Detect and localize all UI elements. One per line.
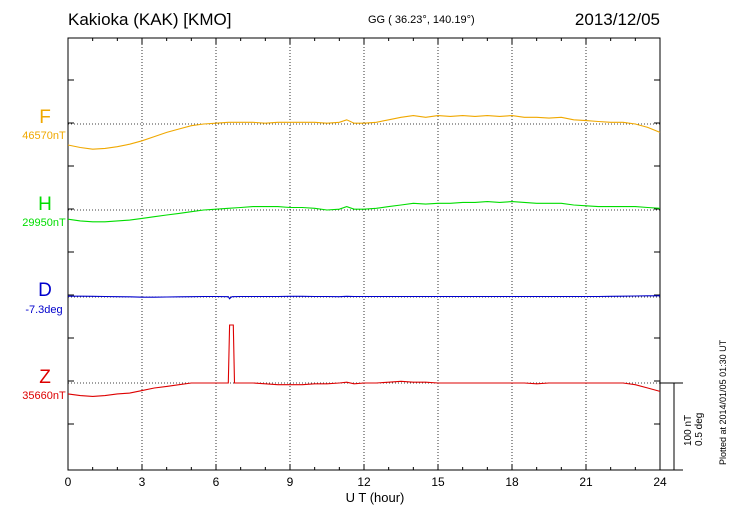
station-coordinates: GG ( 36.23°, 140.19°) <box>368 14 475 26</box>
series-line-h <box>67 201 661 223</box>
x-tick-label-0: 0 <box>65 475 72 489</box>
x-tick-label-12: 12 <box>357 475 371 489</box>
scale-deg-label: 0.5 deg <box>694 412 705 446</box>
x-tick-label-24: 24 <box>653 475 667 489</box>
x-tick-label-6: 6 <box>213 475 220 489</box>
component-label-h: H <box>38 194 52 215</box>
plotted-timestamp: Plotted at 2014/01/05 01:30 UT <box>718 339 728 465</box>
scale-nt-label: 100 nT <box>683 414 694 446</box>
series-line-z <box>67 324 661 397</box>
component-label-z: Z <box>39 367 51 388</box>
x-axis-label: U T (hour) <box>345 490 405 505</box>
x-tick-label-18: 18 <box>505 475 519 489</box>
component-base-f: 46570nT <box>22 130 66 142</box>
series-line-f <box>67 115 661 150</box>
component-base-d: -7.3deg <box>25 304 63 316</box>
station-title: Kakioka (KAK) [KMO] <box>68 10 232 29</box>
component-base-h: 29950nT <box>22 217 66 229</box>
component-base-z: 35660nT <box>22 390 66 402</box>
component-label-f: F <box>39 107 51 128</box>
x-tick-label-21: 21 <box>579 475 593 489</box>
x-tick-label-15: 15 <box>431 475 445 489</box>
component-label-d: D <box>38 280 52 301</box>
x-tick-label-3: 3 <box>139 475 146 489</box>
x-tick-label-9: 9 <box>287 475 294 489</box>
series-line-d <box>68 295 660 300</box>
chart-date: 2013/12/05 <box>574 10 660 29</box>
